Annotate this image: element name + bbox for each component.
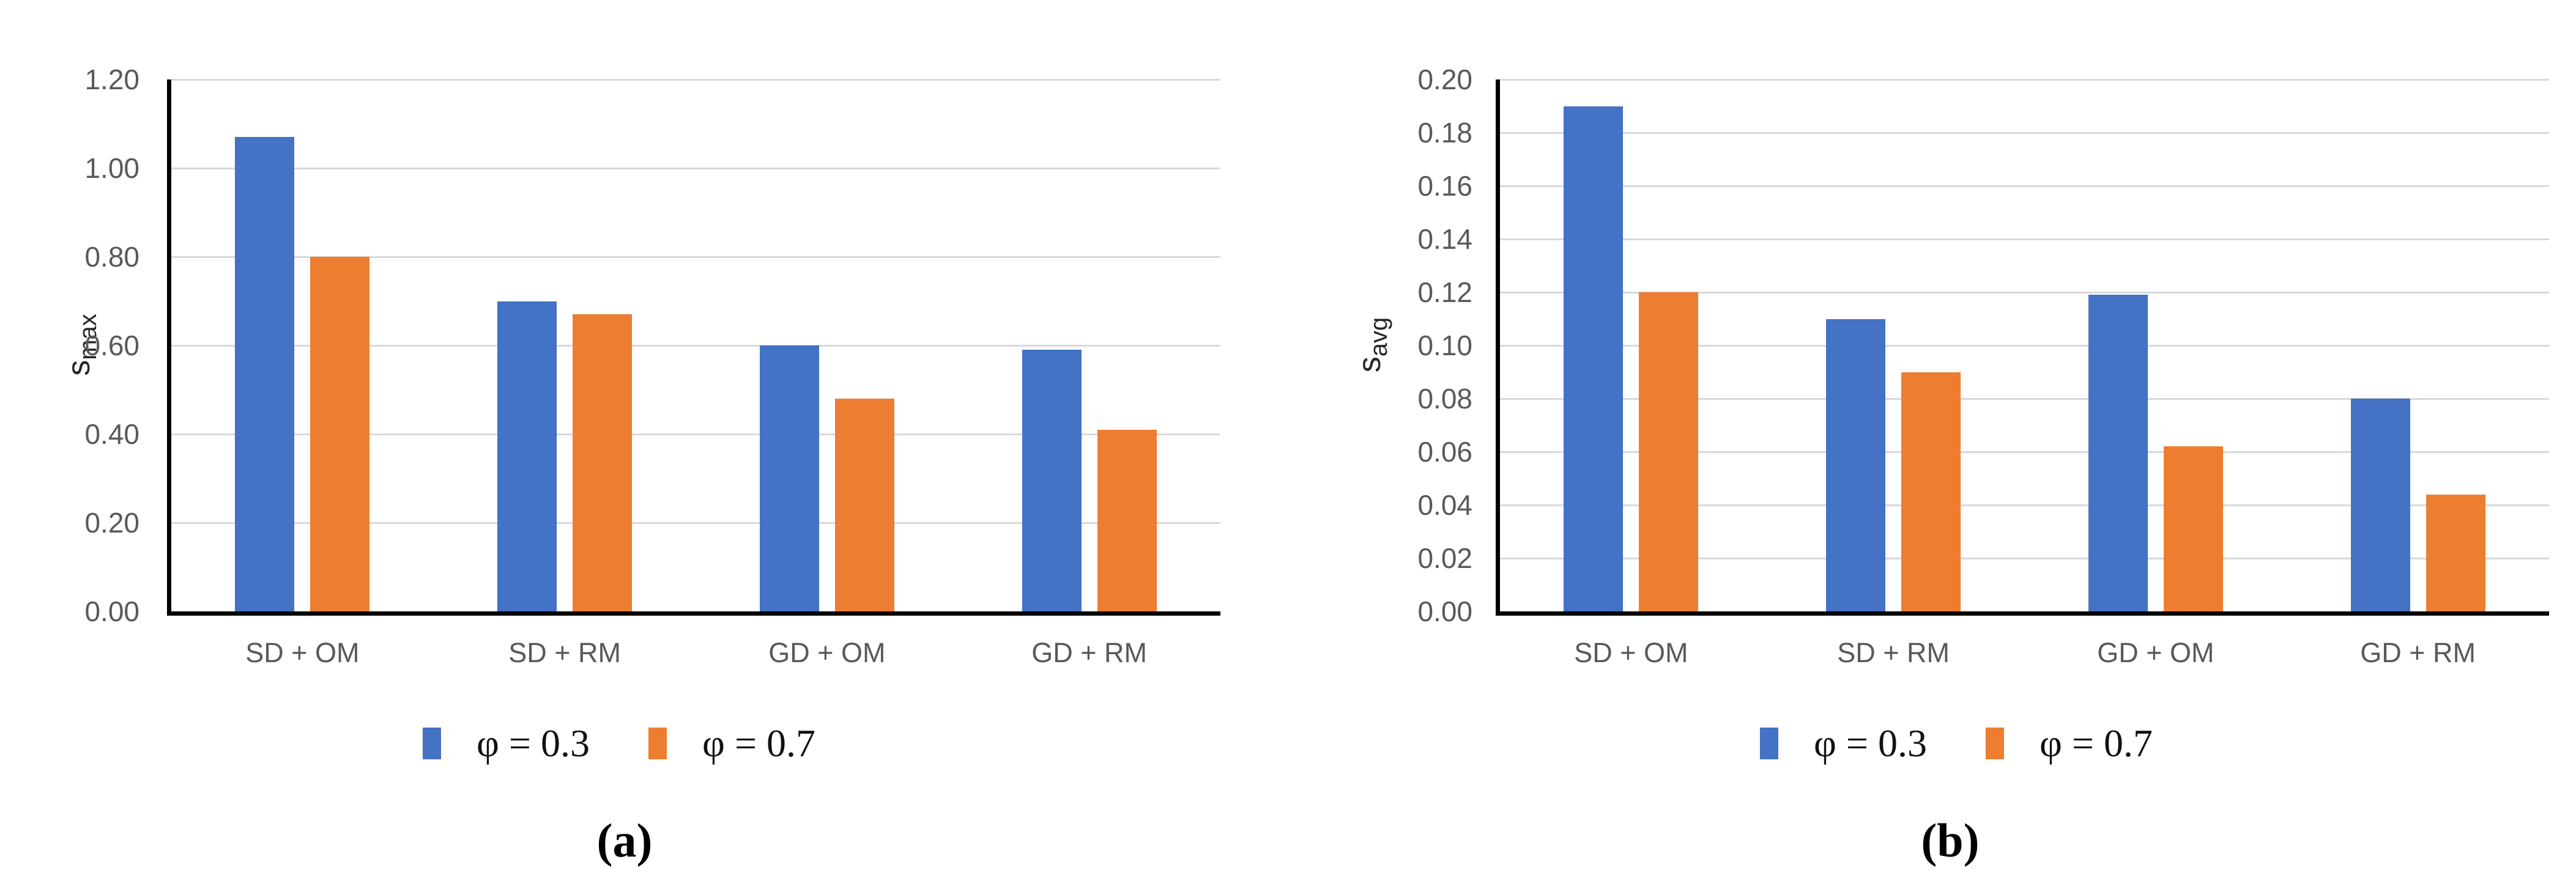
y-tick-label: 0.20 [1417, 64, 1472, 95]
gridline [171, 78, 1220, 81]
bar-phi03-gd+om [2088, 295, 2148, 611]
y-tick-label: 0.12 [1417, 276, 1472, 308]
y-axis-title-base: s [61, 359, 97, 376]
y-tick-label: 0.00 [1417, 595, 1472, 627]
y-tick-label: 0.02 [1417, 542, 1472, 574]
y-tick-label: 0.16 [1417, 170, 1472, 202]
y-tick-label: 0.18 [1417, 117, 1472, 149]
bar-phi07-sd+rm [573, 314, 633, 611]
bar-phi03-gd+om [759, 345, 819, 611]
panel-caption-a: (a) [596, 814, 653, 867]
gridline [1500, 185, 2549, 187]
legend-item-phi07: φ = 0.7 [648, 721, 815, 766]
category-label: GD + RM [2360, 637, 2476, 668]
category-label: GD + OM [768, 637, 886, 668]
legend-label: φ = 0.3 [476, 721, 590, 765]
gridline [1500, 557, 2549, 559]
bar-phi07-sd+om [310, 257, 370, 611]
bar-phi07-gd+om [834, 399, 894, 611]
bar-phi07-gd+om [2163, 446, 2223, 611]
bar-phi03-gd+rm [1022, 350, 1082, 611]
bar-phi07-gd+rm [1097, 429, 1157, 611]
y-tick-label: 0.06 [1417, 436, 1472, 468]
legend-marker-icon [1986, 728, 2004, 759]
category-label: SD + RM [508, 637, 622, 668]
legend-label: φ = 0.7 [702, 721, 816, 765]
legend-marker-icon [1759, 728, 1778, 759]
y-tick-label: 0.80 [84, 241, 139, 273]
y-tick-label: 1.00 [84, 152, 139, 184]
bar-phi03-gd+rm [2350, 399, 2410, 611]
gridline [1500, 291, 2549, 293]
category-label: SD + OM [1574, 637, 1688, 668]
legend-item-phi07: φ = 0.7 [1986, 721, 2153, 766]
legend-marker-icon [648, 728, 667, 759]
plot-area [1496, 79, 2549, 616]
legend-label: φ = 0.3 [1813, 721, 1927, 765]
y-tick-label: 0.20 [84, 507, 139, 539]
y-tick-label: 1.20 [84, 64, 139, 95]
bar-phi03-sd+om [1564, 106, 1624, 611]
y-tick-label: 0.04 [1417, 489, 1472, 521]
gridline [171, 433, 1220, 435]
gridline [1500, 397, 2549, 400]
y-tick-label: 0.60 [84, 330, 139, 361]
gridline [1500, 131, 2549, 134]
bar-phi03-sd+om [235, 137, 295, 611]
legend: φ = 0.3 φ = 0.7 [1759, 721, 2153, 766]
gridline [1500, 78, 2549, 81]
y-tick-label: 0.00 [84, 595, 139, 627]
panel-caption-b: (b) [1921, 814, 1980, 867]
y-tick-label: 0.10 [1417, 330, 1472, 361]
legend: φ = 0.3 φ = 0.7 [422, 721, 815, 766]
plot-area [167, 79, 1220, 616]
bar-phi03-sd+rm [497, 301, 557, 611]
bar-phi07-sd+rm [1901, 372, 1961, 611]
gridline [171, 344, 1220, 347]
gridline [1500, 451, 2549, 453]
bar-phi07-sd+om [1639, 292, 1699, 611]
gridline [171, 256, 1220, 258]
category-label: GD + OM [2097, 637, 2214, 668]
y-tick-label: 0.08 [1417, 383, 1472, 415]
category-label: GD + RM [1031, 637, 1148, 668]
y-tick-label: 0.14 [1417, 223, 1472, 255]
y-tick-label: 0.40 [84, 418, 139, 450]
legend-label: φ = 0.7 [2040, 721, 2153, 765]
gridline [1500, 504, 2549, 506]
gridline [1500, 238, 2549, 240]
gridline [171, 167, 1220, 169]
gridline [1500, 344, 2549, 347]
category-label: SD + OM [245, 637, 360, 668]
category-label: SD + RM [1837, 637, 1950, 668]
legend-marker-icon [422, 728, 441, 759]
bar-phi03-sd+rm [1826, 319, 1886, 611]
legend-item-phi03: φ = 0.3 [422, 721, 590, 766]
gridline [171, 522, 1220, 524]
bar-phi07-gd+rm [2426, 494, 2485, 611]
legend-item-phi03: φ = 0.3 [1759, 721, 1927, 766]
